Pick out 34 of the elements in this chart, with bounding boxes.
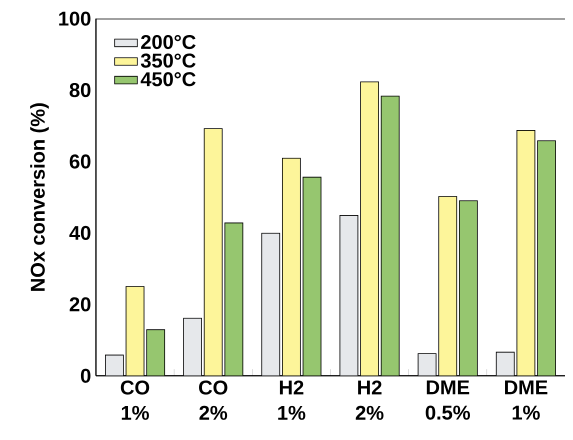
- bar: [360, 82, 379, 376]
- legend-label: 450°C: [140, 72, 196, 86]
- x-tick-label: H2 1%: [278, 380, 306, 420]
- x-tick-label: CO 1%: [120, 380, 150, 420]
- bar: [282, 158, 301, 376]
- bar: [146, 329, 166, 376]
- x-tick-label: H2 2%: [356, 380, 384, 420]
- y-tick-label: 60: [70, 154, 90, 169]
- bar: [183, 318, 202, 376]
- bar: [458, 200, 478, 376]
- bar: [537, 140, 556, 376]
- x-tick-label: DME 1%: [505, 380, 548, 420]
- y-tick-label: 0: [80, 368, 90, 383]
- bar: [516, 130, 536, 376]
- x-tick-label: DME 0.5%: [426, 380, 470, 420]
- bar: [340, 215, 358, 376]
- bar: [261, 233, 280, 376]
- x-tick-label: CO 2%: [199, 380, 228, 420]
- bar: [204, 128, 223, 376]
- bar: [104, 354, 124, 376]
- bar: [126, 286, 144, 376]
- y-tick-label: 40: [69, 226, 90, 240]
- bar: [496, 352, 515, 376]
- bar: [302, 176, 322, 376]
- y-tick-label: 80: [70, 83, 90, 98]
- legend-label: 200°C: [141, 35, 196, 50]
- bar: [380, 96, 400, 376]
- bar: [224, 222, 244, 376]
- legend-label: 350°C: [140, 54, 196, 68]
- y-tick-label: 20: [70, 297, 90, 312]
- y-tick-label: 100: [59, 12, 90, 26]
- bar: [418, 353, 436, 376]
- bar: [438, 196, 458, 376]
- y-axis-title: NOx conversion (%): [30, 103, 49, 291]
